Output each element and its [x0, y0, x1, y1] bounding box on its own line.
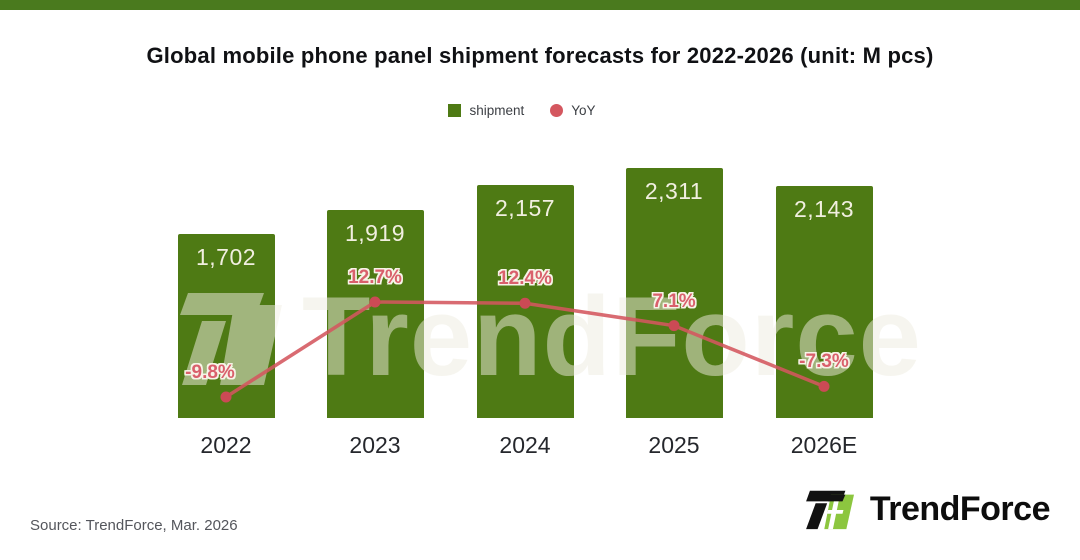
- bar-value-label: 2,311: [644, 177, 704, 204]
- trendforce-logo-icon: [805, 490, 854, 530]
- trendforce-logo: TrendForce: [802, 486, 1051, 532]
- chart-legend: shipment YoY: [0, 103, 1062, 118]
- yoy-value-label: 12.4%: [498, 268, 552, 290]
- yoy-value-label: 7.1%: [652, 290, 696, 312]
- legend-item-yoy: YoY: [550, 103, 596, 118]
- x-axis-label: 2025: [648, 432, 700, 458]
- bar-value-label: 1,919: [344, 220, 406, 247]
- yoy-swatch-icon: [550, 104, 564, 117]
- source-note: Source: TrendForce, Mar. 2026: [30, 517, 238, 534]
- bar-value-label: 2,143: [793, 196, 855, 223]
- yoy-value-label: -9.8%: [185, 361, 235, 383]
- legend-item-shipment: shipment: [448, 103, 524, 118]
- top-accent-strip: [0, 0, 1080, 10]
- yoy-value-label: 12.7%: [348, 267, 402, 288]
- bar-value-label: 1,702: [195, 243, 257, 270]
- shipment-swatch-icon: [448, 104, 462, 117]
- x-axis-label: 2022: [200, 432, 252, 458]
- logo-text: TrendForce: [869, 489, 1051, 528]
- x-axis-label: 2024: [499, 432, 551, 458]
- bar-value-label: 2,157: [494, 194, 556, 221]
- x-axis-label: 2026E: [790, 432, 858, 458]
- x-axis-label: 2023: [349, 432, 401, 458]
- chart-title: Global mobile phone panel shipment forec…: [146, 43, 934, 68]
- yoy-value-label: -7.3%: [799, 351, 849, 373]
- legend-label-yoy: YoY: [571, 103, 596, 118]
- legend-label-shipment: shipment: [469, 103, 525, 118]
